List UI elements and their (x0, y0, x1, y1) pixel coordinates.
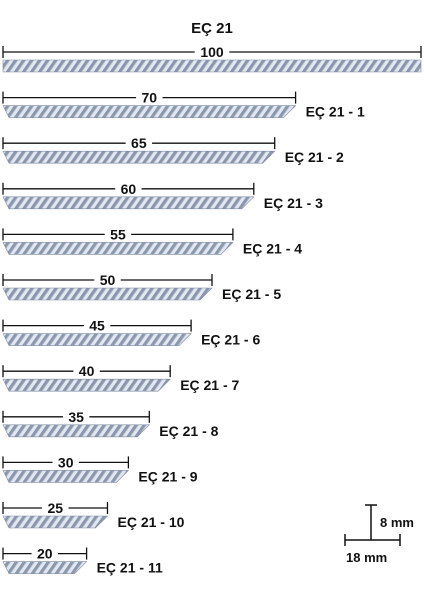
length-label-backdrop (83, 316, 111, 335)
product-code-label: EÇ 21 - 4 (243, 240, 302, 256)
twisted-strip (2, 59, 422, 73)
twisted-strip (2, 196, 255, 210)
product-code-label: EÇ 21 - 1 (306, 104, 365, 120)
length-label-backdrop (115, 179, 142, 198)
product-code-label: EÇ 21 - 9 (138, 468, 197, 484)
product-row: 40 EÇ 21 - 7 (2, 362, 240, 393)
product-row: 45 EÇ 21 - 6 (2, 316, 260, 348)
twisted-strip (2, 242, 234, 255)
length-label-backdrop (136, 88, 163, 107)
product-row: 20 EÇ 21 - 11 (2, 544, 163, 576)
length-label: 30 (58, 454, 74, 470)
length-label: 20 (37, 546, 53, 562)
length-label: 45 (89, 318, 105, 334)
length-label-backdrop (125, 134, 153, 153)
product-row: 65 EÇ 21 - 2 (2, 134, 344, 165)
product-row: 25 EÇ 21 - 10 (2, 499, 185, 530)
length-label: 70 (142, 90, 158, 106)
length-label-backdrop (62, 407, 90, 426)
scale-legend: 8 mm 18 mm (344, 504, 414, 565)
twisted-strip (2, 105, 297, 118)
length-label: 40 (79, 363, 95, 379)
length-label: 35 (68, 409, 84, 425)
twisted-strip (2, 561, 88, 574)
product-row: 70 EÇ 21 - 1 (2, 88, 365, 120)
twisted-strip (2, 333, 192, 346)
length-label-backdrop (31, 544, 58, 563)
twisted-strip (2, 378, 171, 392)
product-rows: 100 70 EÇ 21 - 1 65 EÇ 21 - 2 60 EÇ 21 - 3 55 EÇ… (2, 43, 422, 576)
length-label: 50 (100, 272, 116, 288)
diagram-title: EÇ 21 (191, 20, 233, 37)
length-label-backdrop (104, 225, 132, 244)
length-label: 55 (110, 226, 126, 242)
length-label-backdrop (94, 271, 121, 289)
product-row: 35 EÇ 21 - 8 (2, 407, 219, 439)
product-code-label: EÇ 21 - 10 (118, 514, 185, 530)
product-code-label: EÇ 21 - 2 (285, 149, 344, 165)
length-label-backdrop (73, 362, 100, 381)
length-label-backdrop (52, 453, 79, 472)
product-row: 55 EÇ 21 - 4 (2, 225, 302, 256)
product-code-label: EÇ 21 - 3 (264, 195, 323, 211)
height-scale-label: 8 mm (380, 515, 414, 530)
twisted-strip (2, 424, 151, 438)
width-scale-label: 18 mm (346, 550, 387, 565)
product-row: 100 (2, 43, 422, 73)
twisted-strip (2, 515, 109, 529)
length-label: 100 (200, 44, 224, 60)
product-row: 50 EÇ 21 - 5 (2, 271, 281, 302)
length-label: 65 (131, 135, 147, 151)
product-code-label: EÇ 21 - 8 (159, 423, 218, 439)
product-code-label: EÇ 21 - 11 (97, 560, 163, 576)
length-label-backdrop (42, 499, 69, 517)
product-row: 30 EÇ 21 - 9 (2, 453, 198, 484)
twisted-strip (2, 287, 213, 301)
twisted-strip (2, 150, 276, 164)
product-code-label: EÇ 21 - 7 (180, 377, 239, 393)
length-label-backdrop (194, 43, 230, 61)
product-row: 60 EÇ 21 - 3 (2, 179, 323, 211)
length-label: 25 (47, 500, 63, 516)
twisted-strip (2, 470, 130, 483)
length-label: 60 (121, 181, 137, 197)
product-code-label: EÇ 21 - 5 (222, 286, 281, 302)
product-code-label: EÇ 21 - 6 (201, 332, 260, 348)
